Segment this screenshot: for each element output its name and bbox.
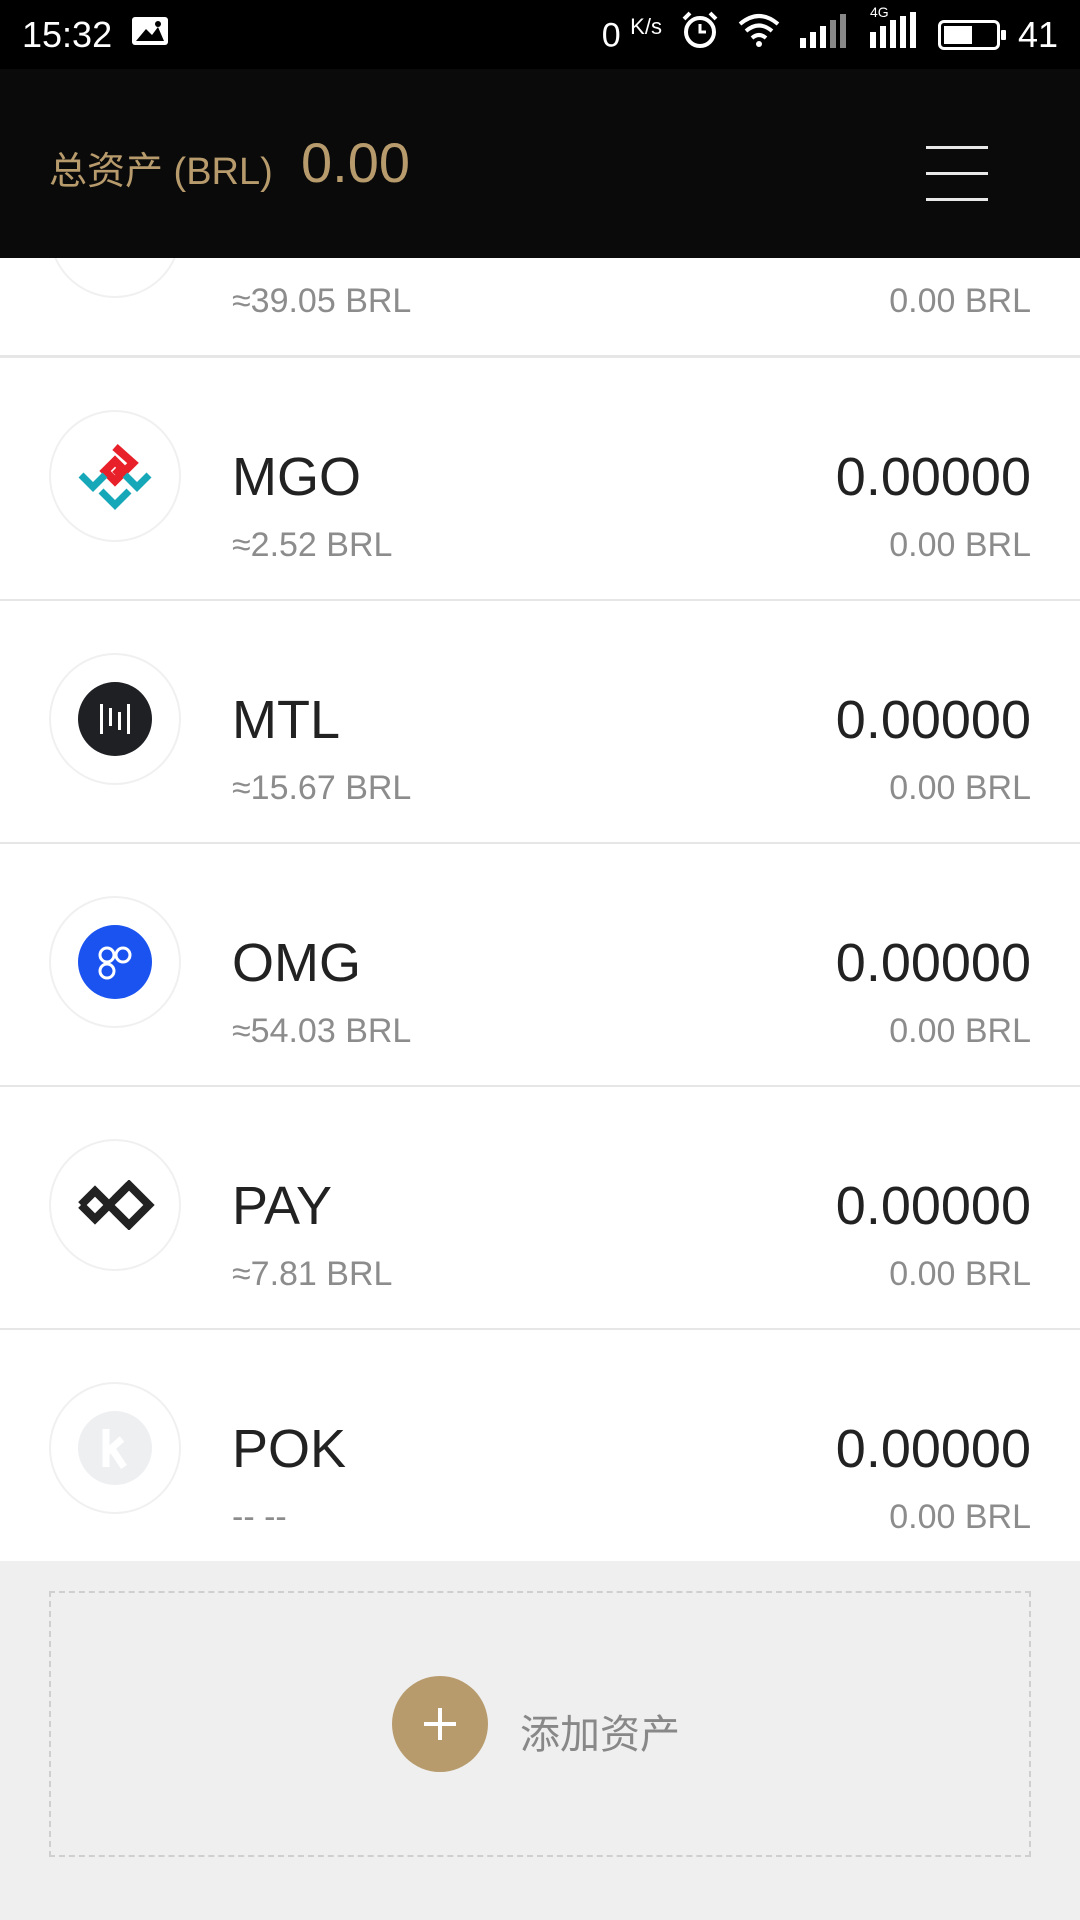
asset-amount: 0.00000 [835,690,1031,750]
asset-amount: 0.00000 [835,933,1031,993]
asset-price: ≈54.03 BRL [232,1012,412,1050]
menu-icon [926,146,988,149]
asset-fiat-value: 0.00 BRL [889,1255,1031,1293]
asset-fiat-value: 0.00 BRL [889,1012,1031,1050]
asset-fiat-value: 0.00 BRL [889,1498,1031,1536]
asset-amount: 0.00000 [835,1419,1031,1479]
signal-4g-icon: 4G [868,4,920,57]
signal-icon [798,12,850,57]
asset-symbol: POK [232,1419,347,1479]
asset-price: ≈2.52 BRL [232,526,393,564]
asset-symbol: PAY [232,1176,333,1236]
asset-amount: 0.00000 [835,447,1031,507]
status-bar: 15:32 0 K/s 4G 41 [0,0,1080,69]
total-assets-label: 总资产 (BRL) [49,151,273,193]
pok-logo-icon [49,1382,181,1514]
asset-amount: 0.00000 [835,1176,1031,1236]
mtl-logo-icon [49,653,181,785]
omg-logo-icon [49,896,181,1028]
add-asset-label[interactable]: 添加资产 [520,1713,680,1757]
asset-price: ≈39.05 BRL [232,282,412,320]
battery-icon [937,19,1006,50]
asset-price: -- -- [232,1498,287,1536]
asset-price: ≈15.67 BRL [232,769,412,807]
asset-row-pay[interactable]: PAY ≈7.81 BRL 0.00000 0.00 BRL [0,1087,1080,1331]
status-time: 15:32 [22,13,113,55]
add-icon[interactable] [392,1676,488,1772]
add-asset-button[interactable] [49,1591,1031,1857]
asset-fiat-value: 0.00 BRL [889,526,1031,564]
asset-symbol: MGO [232,447,361,507]
image-notification-icon [130,14,170,56]
asset-row[interactable]: ≈39.05 BRL 0.00 BRL [0,258,1080,358]
asset-row-pok[interactable]: POK -- -- 0.00000 0.00 BRL [0,1330,1080,1561]
asset-fiat-value: 0.00 BRL [889,769,1031,807]
asset-row-mtl[interactable]: MTL ≈15.67 BRL 0.00000 0.00 BRL [0,601,1080,845]
wifi-icon [738,12,780,57]
mgo-logo-icon [49,410,181,542]
alarm-icon [680,10,720,59]
network-speed: 0 K/s [601,13,662,55]
menu-button[interactable] [926,146,988,202]
asset-symbol: MTL [232,690,340,750]
app-header [0,69,1080,258]
asset-list[interactable]: ≈39.05 BRL 0.00 BRL MGO ≈2.52 BRL 0.0000… [0,258,1080,1561]
asset-row-mgo[interactable]: MGO ≈2.52 BRL 0.00000 0.00 BRL [0,358,1080,602]
total-assets-value: 0.00 [301,131,410,194]
battery-level: 41 [1017,13,1058,55]
asset-fiat-value: 0.00 BRL [889,282,1031,320]
asset-price: ≈7.81 BRL [232,1255,393,1293]
asset-row-omg[interactable]: OMG ≈54.03 BRL 0.00000 0.00 BRL [0,844,1080,1088]
pay-logo-icon [49,1139,181,1271]
partial-coin-icon [49,258,181,298]
asset-symbol: OMG [232,933,361,993]
